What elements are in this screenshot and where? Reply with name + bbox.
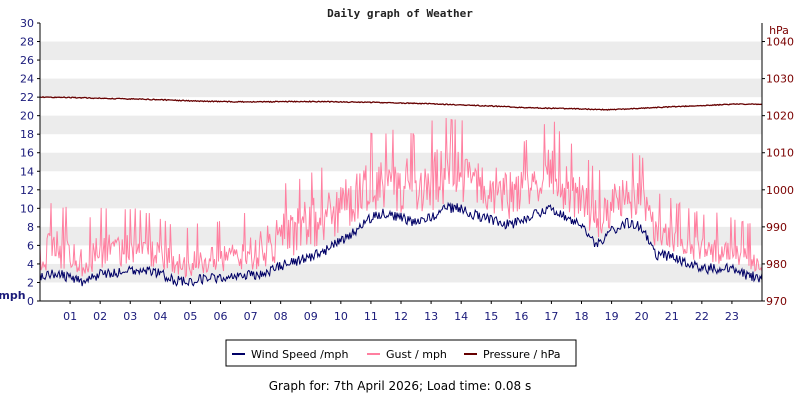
grid-band [40,115,762,135]
y-left-tick-label: 18 [20,128,34,141]
y-left-tick-label: 0 [27,295,34,308]
y-left-tick-label: 30 [20,17,34,30]
wind-speed-line [39,201,763,287]
y-axis-right-unit: hPa [769,24,789,37]
x-tick-label: 06 [214,310,228,323]
grid-band [40,152,762,172]
x-tick-label: 19 [605,310,619,323]
x-tick-label: 20 [635,310,649,323]
y-right-tick-label: 1040 [766,36,794,49]
x-tick-label: 02 [93,310,107,323]
x-axis-ticks: 01 02 03 04 05 06 07 08 09 10 11 12 13 14 15 16 17 18 19 20… [63,301,739,323]
x-tick-label: 07 [244,310,258,323]
legend: Wind Speed /mph Gust / mph Pressure / hP… [225,339,577,367]
legend-label-wind-speed: Wind Speed /mph [251,348,349,361]
x-tick-label: 21 [665,310,679,323]
y-left-tick-label: 16 [20,147,34,160]
legend-label-pressure: Pressure / hPa [483,348,561,361]
y-left-tick-label: 24 [20,73,34,86]
x-tick-label: 12 [394,310,408,323]
x-tick-label: 18 [575,310,589,323]
series-pressure [39,95,763,111]
y-left-tick-label: 6 [27,239,34,252]
x-tick-label: 03 [123,310,137,323]
pressure-line [39,95,763,111]
y-right-tick-label: 1020 [766,110,794,123]
y-left-tick-label: 28 [20,36,34,49]
grid-band [40,263,762,283]
x-tick-label: 22 [695,310,709,323]
x-tick-label: 13 [424,310,438,323]
x-tick-label: 16 [514,310,528,323]
y-axis-left-unit: mph [0,289,26,302]
gust-line [39,118,763,279]
legend-label-gust: Gust / mph [386,348,447,361]
series-wind-speed [39,201,763,287]
x-tick-label: 08 [274,310,288,323]
x-tick-label: 04 [153,310,167,323]
x-tick-label: 17 [544,310,558,323]
y-right-tick-label: 970 [766,295,787,308]
y-axis-right-ticks: 970 980 990 1000 1010 1020 1030 1040 [762,36,794,308]
y-left-tick-label: 4 [27,258,34,271]
x-tick-label: 23 [725,310,739,323]
x-tick-label: 10 [334,310,348,323]
y-right-tick-label: 1010 [766,147,794,160]
y-left-tick-label: 26 [20,54,34,67]
y-left-tick-label: 10 [20,202,34,215]
x-tick-label: 01 [63,310,77,323]
series-gust [39,118,763,279]
grid-band [40,78,762,98]
graph-footer: Graph for: 7th April 2026; Load time: 0.… [268,379,532,393]
chart-title: Daily graph of Weather [327,7,473,20]
y-left-tick-label: 14 [20,165,34,178]
y-right-tick-label: 1030 [766,73,794,86]
y-left-tick-label: 2 [27,276,34,289]
y-right-tick-label: 980 [766,258,787,271]
y-left-tick-label: 8 [27,221,34,234]
x-tick-label: 11 [364,310,378,323]
x-tick-label: 09 [304,310,318,323]
y-left-tick-label: 20 [20,110,34,123]
grid-band [40,41,762,61]
y-left-tick-label: 12 [20,184,34,197]
y-right-tick-label: 990 [766,221,787,234]
y-right-tick-label: 1000 [766,184,794,197]
x-tick-label: 05 [183,310,197,323]
grid-bands [40,23,762,301]
y-left-tick-label: 22 [20,91,34,104]
x-tick-label: 14 [454,310,468,323]
x-tick-label: 15 [484,310,498,323]
